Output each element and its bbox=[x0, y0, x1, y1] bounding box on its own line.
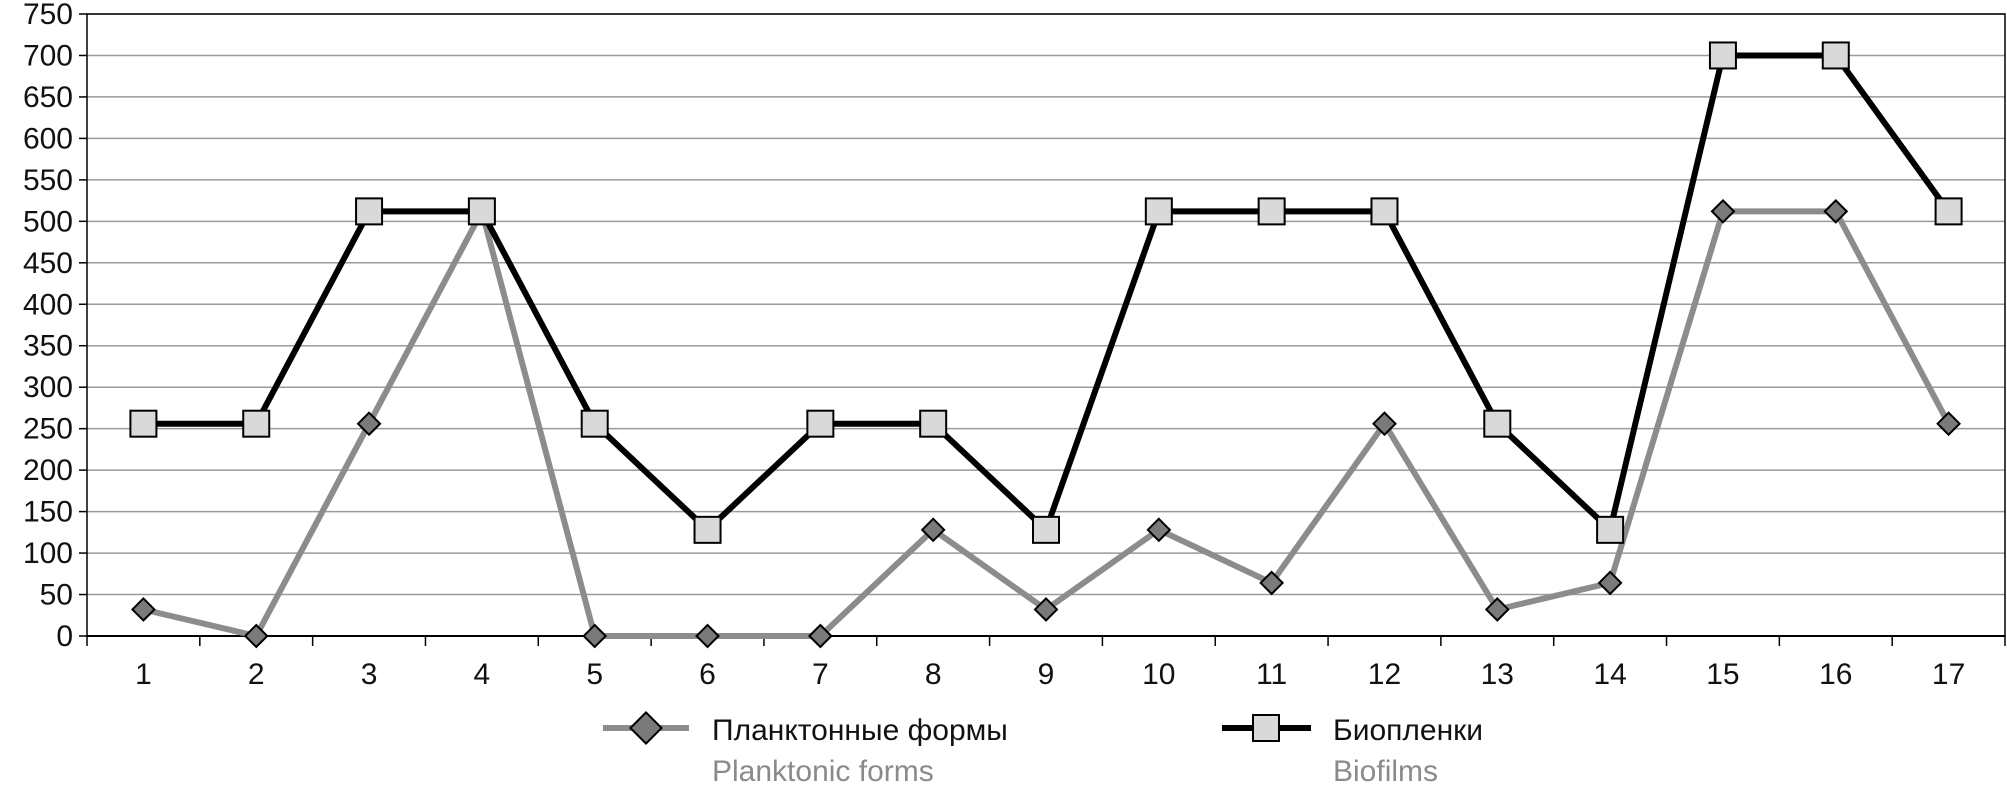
legend-label-planktonic: Планктонные формы bbox=[712, 714, 1008, 747]
point-square bbox=[467, 197, 496, 226]
point-diamond bbox=[1372, 411, 1397, 437]
point-square bbox=[580, 409, 609, 438]
point-square bbox=[1144, 197, 1173, 226]
y-tick-label: 300 bbox=[23, 371, 73, 404]
axis-layer: 0 50 100 150 200 250 300 350 400 450 500 550 600 650 7… bbox=[23, 0, 2006, 691]
legend-label-planktonic-en: Planktonic forms bbox=[712, 755, 934, 788]
x-tick-label: 3 bbox=[361, 658, 378, 691]
point-diamond bbox=[1033, 597, 1059, 622]
y-tick-label: 600 bbox=[23, 122, 73, 155]
y-tick-label: 250 bbox=[23, 413, 73, 446]
y-tick-label: 450 bbox=[23, 247, 73, 280]
point-square bbox=[1483, 409, 1512, 438]
point-square bbox=[242, 409, 271, 438]
point-square bbox=[1370, 197, 1399, 226]
legend-label-biofilms-en: Biofilms bbox=[1333, 755, 1438, 788]
y-tick-label: 100 bbox=[23, 537, 73, 570]
y-tick-label: 550 bbox=[23, 164, 73, 197]
x-tick-label: 5 bbox=[586, 658, 603, 691]
x-tick-label: 2 bbox=[248, 658, 265, 691]
x-tick-label: 7 bbox=[812, 658, 829, 691]
point-square bbox=[355, 197, 384, 226]
y-tick-label: 150 bbox=[23, 496, 73, 529]
point-diamond bbox=[1597, 570, 1623, 596]
point-square bbox=[1596, 515, 1625, 544]
point-diamond bbox=[1936, 411, 1962, 437]
series-biofilms bbox=[129, 41, 1963, 544]
x-tick-label: 8 bbox=[925, 658, 942, 691]
x-tick-label: 16 bbox=[1819, 658, 1852, 691]
point-diamond bbox=[807, 623, 833, 649]
y-tick-label: 200 bbox=[23, 454, 73, 487]
point-square bbox=[1821, 41, 1850, 70]
x-tick-label: 15 bbox=[1706, 658, 1739, 691]
y-tick-label: 700 bbox=[23, 39, 73, 72]
y-tick-label: 750 bbox=[23, 0, 73, 31]
y-tick-label: 350 bbox=[23, 330, 73, 363]
point-diamond bbox=[356, 411, 382, 437]
point-square bbox=[1257, 197, 1286, 226]
x-tick-label: 13 bbox=[1481, 658, 1514, 691]
point-diamond bbox=[582, 623, 608, 649]
x-tick-label: 17 bbox=[1932, 658, 1965, 691]
point-diamond bbox=[920, 517, 946, 543]
y-tick-label: 0 bbox=[56, 620, 73, 653]
y-tick-label: 500 bbox=[23, 205, 73, 238]
point-square bbox=[693, 515, 722, 544]
legend: Планктонные формы Planktonic forms Биопл… bbox=[603, 711, 1483, 788]
point-diamond bbox=[695, 623, 720, 649]
point-diamond bbox=[1146, 517, 1172, 543]
x-tick-label: 4 bbox=[474, 658, 491, 691]
y-tick-label: 50 bbox=[40, 579, 73, 612]
point-diamond bbox=[1710, 198, 1736, 224]
y-tick-label: 400 bbox=[23, 288, 73, 321]
legend-label-biofilms: Биопленки bbox=[1333, 714, 1483, 747]
x-tick-label: 1 bbox=[135, 658, 152, 691]
point-diamond bbox=[130, 597, 156, 622]
legend-marker-biofilms bbox=[1252, 714, 1280, 742]
point-square bbox=[1032, 515, 1060, 544]
point-square bbox=[919, 409, 948, 438]
point-square bbox=[806, 409, 835, 438]
x-tick-label: 12 bbox=[1368, 658, 1401, 691]
series-planktonic bbox=[130, 198, 1962, 649]
legend-item-biofilms: Биопленки Biofilms bbox=[1222, 714, 1483, 788]
x-tick-label: 6 bbox=[699, 658, 716, 691]
point-square bbox=[1708, 41, 1737, 70]
point-diamond bbox=[1484, 597, 1510, 622]
x-tick-label: 10 bbox=[1142, 658, 1175, 691]
y-tick-label: 650 bbox=[23, 81, 73, 114]
point-square bbox=[1934, 197, 1963, 226]
point-diamond bbox=[1259, 570, 1285, 596]
x-tick-label: 11 bbox=[1256, 658, 1287, 691]
x-tick-label: 9 bbox=[1038, 658, 1055, 691]
x-tick-label: 14 bbox=[1593, 658, 1626, 691]
point-square bbox=[129, 409, 158, 438]
point-diamond bbox=[243, 623, 269, 649]
legend-marker-planktonic bbox=[629, 711, 663, 745]
point-diamond bbox=[1823, 198, 1849, 224]
legend-item-planktonic: Планктонные формы Planktonic forms bbox=[603, 711, 1008, 788]
series-layer bbox=[129, 41, 1963, 649]
